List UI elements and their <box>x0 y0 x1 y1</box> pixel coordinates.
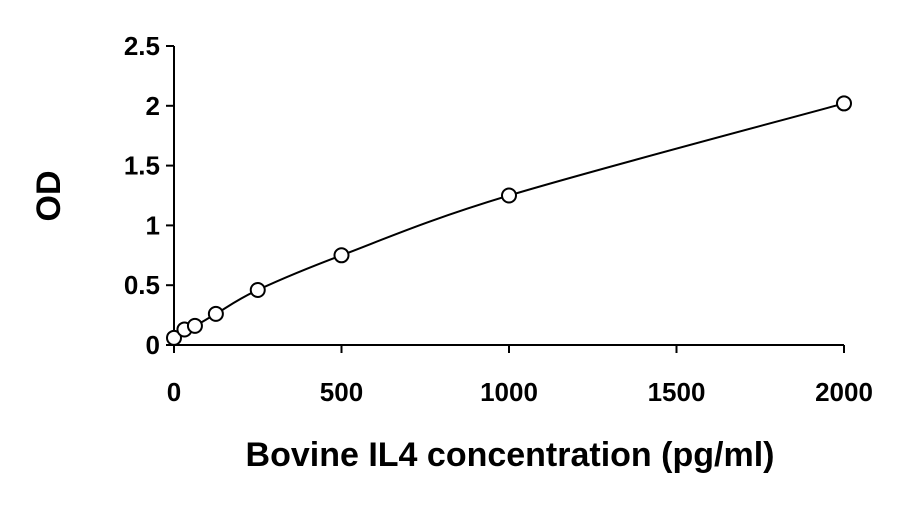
x-tick-label: 2000 <box>815 377 873 407</box>
y-tick-label: 2 <box>146 91 160 121</box>
data-point <box>333 247 350 264</box>
data-point <box>186 317 203 334</box>
data-point <box>207 305 224 322</box>
y-tick-label: 0.5 <box>124 270 160 300</box>
y-axis-ticks: 0 0.5 1 1.5 2 2.5 <box>124 31 174 360</box>
x-axis-ticks: 0 500 1000 1500 2000 <box>167 345 873 407</box>
y-tick-label: 1 <box>146 210 160 240</box>
x-tick-label: 500 <box>320 377 363 407</box>
data-points <box>166 95 852 346</box>
data-point <box>501 187 517 204</box>
y-axis-title: OD <box>30 171 68 222</box>
y-tick-label: 1.5 <box>124 151 160 181</box>
x-tick-label: 0 <box>167 377 181 407</box>
data-point <box>249 281 266 298</box>
y-tick-label: 0 <box>146 330 160 360</box>
data-point <box>836 95 852 112</box>
x-tick-label: 1500 <box>648 377 706 407</box>
x-axis-title: Bovine IL4 concentration (pg/ml) <box>246 436 775 474</box>
x-tick-label: 1000 <box>480 377 538 407</box>
data-point <box>166 329 182 346</box>
fit-curve <box>173 102 845 339</box>
y-tick-label: 2.5 <box>124 31 160 61</box>
